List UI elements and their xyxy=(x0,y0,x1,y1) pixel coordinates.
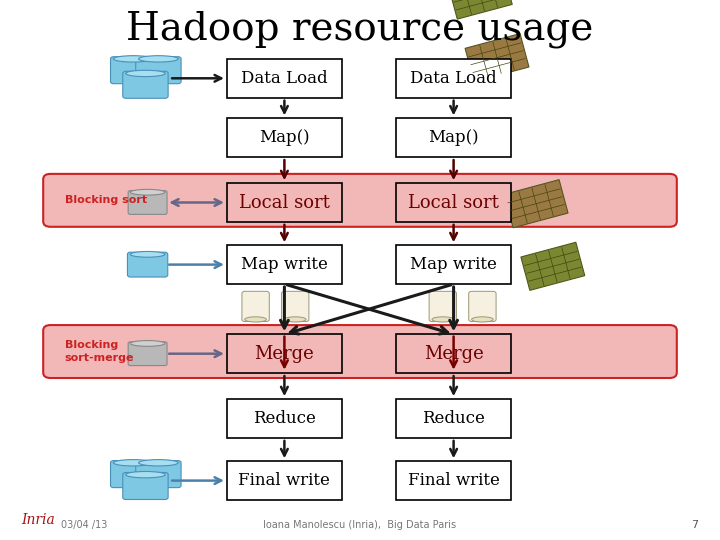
Text: Map write: Map write xyxy=(241,256,328,273)
FancyBboxPatch shape xyxy=(429,292,456,322)
Ellipse shape xyxy=(126,70,166,77)
FancyBboxPatch shape xyxy=(127,252,168,277)
Text: 03/04 /13: 03/04 /13 xyxy=(61,520,107,530)
Ellipse shape xyxy=(432,317,454,322)
Text: Inria: Inria xyxy=(22,512,55,526)
FancyBboxPatch shape xyxy=(43,174,677,227)
FancyBboxPatch shape xyxy=(122,71,168,98)
Text: Final write: Final write xyxy=(408,472,500,489)
Text: Local sort: Local sort xyxy=(408,193,499,212)
Text: Final write: Final write xyxy=(238,472,330,489)
Text: Ioana Manolescu (Inria),  Big Data Paris: Ioana Manolescu (Inria), Big Data Paris xyxy=(264,520,456,530)
FancyBboxPatch shape xyxy=(227,245,342,284)
Ellipse shape xyxy=(126,471,166,478)
FancyBboxPatch shape xyxy=(43,325,677,378)
FancyBboxPatch shape xyxy=(396,461,511,500)
FancyBboxPatch shape xyxy=(227,118,342,157)
FancyBboxPatch shape xyxy=(128,191,167,214)
Ellipse shape xyxy=(130,252,165,257)
Ellipse shape xyxy=(130,190,165,195)
FancyBboxPatch shape xyxy=(227,183,342,222)
FancyBboxPatch shape xyxy=(242,292,269,322)
FancyBboxPatch shape xyxy=(449,0,512,19)
Text: Reduce: Reduce xyxy=(253,410,316,427)
FancyBboxPatch shape xyxy=(396,334,511,373)
Ellipse shape xyxy=(245,317,266,322)
Text: Local sort: Local sort xyxy=(239,193,330,212)
Ellipse shape xyxy=(472,317,493,322)
FancyBboxPatch shape xyxy=(504,180,568,228)
Ellipse shape xyxy=(284,317,306,322)
FancyBboxPatch shape xyxy=(227,59,342,98)
Text: Reduce: Reduce xyxy=(422,410,485,427)
FancyBboxPatch shape xyxy=(465,33,529,82)
Text: Merge: Merge xyxy=(255,345,314,363)
FancyBboxPatch shape xyxy=(396,183,511,222)
FancyBboxPatch shape xyxy=(111,461,156,488)
FancyBboxPatch shape xyxy=(135,57,181,84)
FancyBboxPatch shape xyxy=(396,59,511,98)
Text: Data Load: Data Load xyxy=(410,70,497,87)
FancyBboxPatch shape xyxy=(282,292,309,322)
FancyBboxPatch shape xyxy=(111,57,156,84)
Ellipse shape xyxy=(114,56,153,62)
FancyBboxPatch shape xyxy=(135,461,181,488)
Text: Map(): Map() xyxy=(259,129,310,146)
Text: Map write: Map write xyxy=(410,256,497,273)
Text: Merge: Merge xyxy=(424,345,483,363)
FancyBboxPatch shape xyxy=(227,461,342,500)
FancyBboxPatch shape xyxy=(469,292,496,322)
Text: Blocking sort: Blocking sort xyxy=(65,195,147,205)
Text: 7: 7 xyxy=(691,520,698,530)
Text: Map(): Map() xyxy=(428,129,479,146)
FancyBboxPatch shape xyxy=(128,342,167,366)
Text: Blocking
sort-merge: Blocking sort-merge xyxy=(65,340,135,363)
FancyBboxPatch shape xyxy=(396,399,511,438)
Text: Hadoop resource usage: Hadoop resource usage xyxy=(126,11,594,49)
Ellipse shape xyxy=(138,460,179,466)
FancyBboxPatch shape xyxy=(396,245,511,284)
Ellipse shape xyxy=(114,460,153,466)
Text: Data Load: Data Load xyxy=(241,70,328,87)
FancyBboxPatch shape xyxy=(521,242,585,291)
FancyBboxPatch shape xyxy=(227,399,342,438)
FancyBboxPatch shape xyxy=(396,118,511,157)
FancyBboxPatch shape xyxy=(227,334,342,373)
Ellipse shape xyxy=(138,56,179,62)
Ellipse shape xyxy=(130,341,165,346)
FancyBboxPatch shape xyxy=(122,472,168,500)
